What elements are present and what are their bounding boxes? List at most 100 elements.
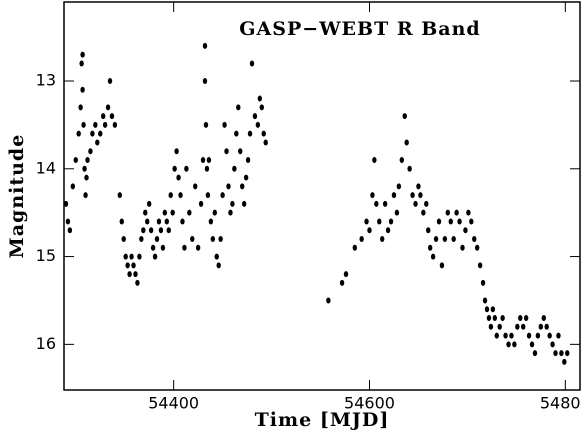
data-point: [178, 192, 183, 199]
data-point: [553, 350, 558, 357]
data-point: [562, 358, 567, 365]
data-point: [176, 174, 181, 181]
data-point: [232, 165, 237, 172]
data-point: [102, 121, 108, 128]
data-point: [184, 165, 189, 172]
data-point: [466, 209, 471, 216]
data-point: [100, 113, 106, 120]
data-point: [214, 253, 219, 260]
data-point: [95, 139, 100, 146]
data-point: [445, 209, 451, 216]
data-point: [490, 306, 496, 313]
data-point: [407, 165, 412, 172]
data-point: [457, 218, 462, 225]
data-point: [451, 236, 456, 243]
data-point: [208, 218, 214, 225]
data-point: [241, 200, 247, 207]
data-point: [203, 121, 209, 128]
data-point: [523, 315, 529, 322]
plot-frame: [63, 1, 581, 391]
x-tick-label: 54600: [344, 394, 395, 413]
data-point: [182, 244, 187, 251]
data-point: [430, 253, 436, 260]
data-point: [494, 332, 499, 339]
data-point: [204, 165, 210, 172]
data-point: [73, 157, 78, 164]
data-point: [80, 86, 85, 93]
data-point: [238, 148, 243, 155]
data-point: [339, 279, 345, 286]
data-point: [70, 183, 76, 190]
data-point: [424, 200, 429, 207]
x-tick-label: 54800: [540, 394, 581, 413]
data-point: [143, 209, 148, 216]
data-point: [85, 157, 90, 164]
data-point: [148, 227, 154, 234]
data-point: [370, 192, 375, 199]
data-point: [107, 78, 113, 85]
data-point: [433, 236, 439, 243]
data-point: [112, 121, 118, 128]
data-point: [205, 192, 211, 199]
data-point: [448, 218, 453, 225]
data-point: [488, 323, 494, 330]
data-point: [117, 192, 123, 199]
data-point: [65, 218, 71, 225]
data-point: [84, 174, 89, 181]
data-point: [141, 227, 146, 234]
data-point: [326, 297, 331, 304]
chart-title: GASP−WEBT R Band: [239, 18, 480, 40]
data-point: [187, 209, 192, 216]
data-point: [109, 113, 115, 120]
data-point: [547, 332, 552, 339]
data-point: [119, 218, 124, 225]
data-point: [131, 262, 136, 269]
data-point: [170, 209, 175, 216]
data-point: [503, 332, 508, 339]
data-point: [377, 218, 382, 225]
data-point: [380, 236, 385, 243]
data-point: [515, 323, 520, 330]
data-point: [263, 139, 268, 146]
data-point: [565, 350, 570, 357]
data-point: [518, 315, 523, 322]
data-point: [556, 332, 561, 339]
data-point: [240, 183, 245, 190]
x-axis-label: Time [MJD]: [255, 409, 390, 431]
data-point: [404, 139, 409, 146]
data-point: [418, 192, 423, 199]
data-point: [391, 192, 397, 199]
data-point: [174, 148, 179, 155]
data-point: [382, 200, 388, 207]
data-point: [137, 253, 142, 260]
data-point: [127, 271, 132, 278]
data-point: [133, 271, 138, 278]
data-point: [343, 271, 349, 278]
data-point: [442, 236, 448, 243]
data-point: [226, 183, 231, 190]
data-point: [436, 218, 442, 225]
data-point: [257, 95, 263, 102]
data-point: [521, 323, 526, 330]
data-point: [469, 218, 474, 225]
data-point: [532, 350, 538, 357]
data-point: [160, 244, 166, 251]
data-point: [439, 262, 445, 269]
data-point: [486, 315, 492, 322]
data-point: [484, 306, 490, 313]
data-point: [261, 130, 266, 137]
data-point: [460, 244, 465, 251]
data-point: [190, 236, 195, 243]
data-point: [210, 236, 216, 243]
data-point: [259, 104, 264, 111]
data-point: [228, 209, 233, 216]
data-point: [198, 200, 204, 207]
data-point: [427, 244, 433, 251]
data-point: [352, 244, 358, 251]
y-tick-label: 16: [36, 334, 56, 353]
data-point: [364, 218, 369, 225]
data-point: [121, 236, 126, 243]
data-point: [421, 209, 426, 216]
y-axis-label: Magnitude: [6, 134, 28, 259]
data-point: [399, 157, 404, 164]
